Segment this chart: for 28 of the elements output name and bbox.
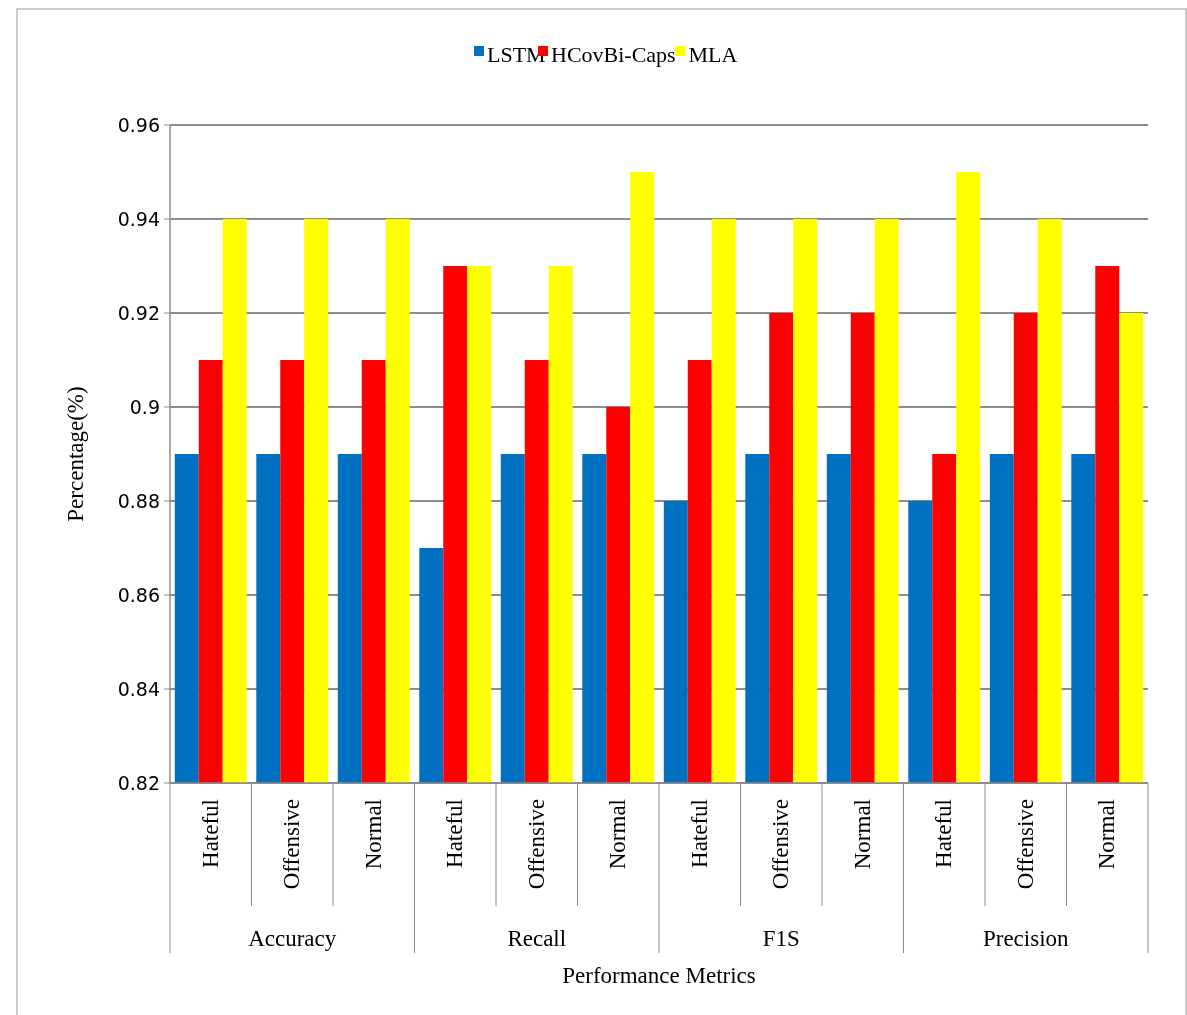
y-tick-label: 0.86 [117,583,160,606]
text: Precision [982,926,1070,951]
y-axis-title: Percentage(%) [63,386,88,522]
y-tick-label: 0.84 [117,677,160,700]
x-tick-label: Hateful [686,799,712,868]
text: Recall [507,926,567,951]
x-tick-label: Hateful [442,799,468,868]
x-axis-title: Performance Metrics [562,963,756,988]
y-tick-label: 0.92 [117,301,160,324]
legend-label: HCovBi-Caps [551,41,676,67]
x-tick-label: Normal [360,799,386,870]
y-tick-label: 0.94 [117,207,160,230]
x-tick-label: Normal [1094,799,1120,870]
x-tick-label: Normal [849,799,875,870]
y-tick-label: 0.88 [117,489,160,512]
x-tick-label: Hateful [197,799,223,868]
y-tick-label: 0.82 [117,771,160,794]
x-tick-label: Offensive [279,799,305,890]
text: Accuracy [248,926,337,951]
text: F1S [762,926,800,951]
y-tick-label: 0.96 [117,113,160,136]
x-tick-label: Normal [605,799,631,870]
legend-label: MLA [688,41,738,67]
x-tick-label: Offensive [1012,799,1038,890]
x-tick-label: Offensive [768,799,794,890]
x-tick-label: Offensive [523,799,549,890]
y-tick-label: 0.9 [129,395,160,418]
x-tick-label: Hateful [931,799,957,868]
